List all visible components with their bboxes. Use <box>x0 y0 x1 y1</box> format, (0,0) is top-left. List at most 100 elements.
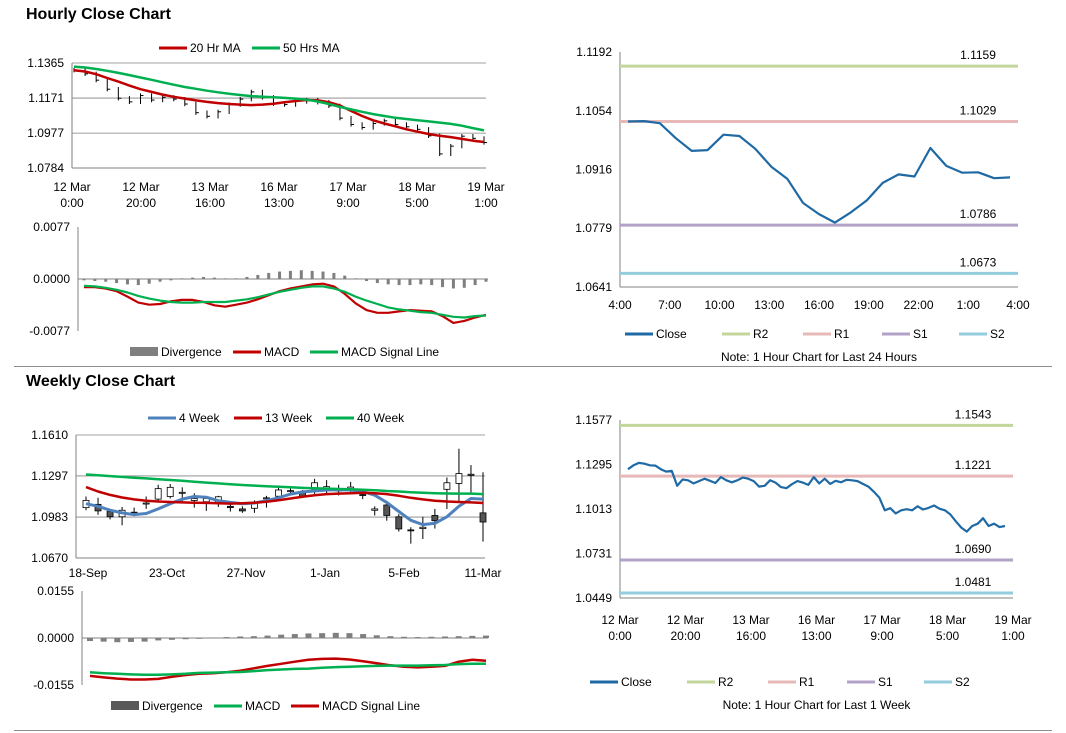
x-tick-label: 16 Mar <box>260 180 297 194</box>
x-tick-label: 12 Mar <box>667 613 704 627</box>
candle-body <box>383 504 391 516</box>
candle-body <box>178 491 186 494</box>
x-tick-label: 16:00 <box>736 629 766 643</box>
y-tick-label: 1.1171 <box>28 91 64 105</box>
ma-4-week-line <box>85 488 484 527</box>
chart-note: Note: 1 Hour Chart for Last 1 Week <box>723 698 912 712</box>
divergence-bar <box>419 279 423 285</box>
divergence-bar <box>373 635 380 638</box>
divergence-bar <box>332 632 339 638</box>
x-tick-label: 1:00 <box>474 196 498 210</box>
x-tick-label: 12 Mar <box>122 180 159 194</box>
y-tick-label: 1.1192 <box>576 45 612 59</box>
x-tick-label: 1-Jan <box>310 566 340 580</box>
candle-body <box>419 526 427 529</box>
x-tick-label: 18 Mar <box>398 180 435 194</box>
divergence-bar <box>343 275 347 279</box>
x-tick-label: 12 Mar <box>601 613 638 627</box>
x-tick-label: 0:00 <box>608 629 632 643</box>
x-tick-label: 16 Mar <box>798 613 835 627</box>
x-tick-label: 5-Feb <box>388 566 420 580</box>
ma-40-week-line <box>85 473 484 496</box>
divergence-bar <box>202 276 206 279</box>
x-tick-label: 0:00 <box>60 196 84 210</box>
pivot-value-r2: 1.1543 <box>955 407 992 421</box>
y-tick-label: 0.0000 <box>37 631 74 645</box>
candle-body <box>455 473 463 484</box>
y-tick-label: -0.0155 <box>33 678 74 692</box>
divergence-bar <box>147 279 151 284</box>
legend-label-s1: S1 <box>913 327 928 341</box>
legend-label-macd-signal-line: MACD Signal Line <box>322 699 420 713</box>
hourly-pivot-chart: 1.1192 1.1054 1.0916 1.0779 1.0641 1.1159 1.10… <box>575 45 1030 364</box>
divergence-bar <box>386 279 390 285</box>
divergence-bar <box>462 279 466 288</box>
x-tick-label: 1:00 <box>957 298 981 312</box>
divergence-bar <box>299 270 303 279</box>
divergence-bar <box>430 279 434 286</box>
divergence-bar <box>234 278 238 280</box>
candle-body <box>467 473 475 476</box>
x-tick-label: 17 Mar <box>329 180 366 194</box>
y-tick-label: 1.0983 <box>31 510 68 524</box>
divergence-bar <box>212 277 216 279</box>
candle-body <box>395 516 403 530</box>
x-tick-label: 11-Mar <box>464 566 501 580</box>
candle-body <box>154 488 162 500</box>
divergence-bar <box>291 634 298 638</box>
divergence-bar <box>321 271 325 279</box>
legend-label-13-week: 13 Week <box>265 411 313 425</box>
y-tick-label: 1.0731 <box>575 547 612 561</box>
divergence-bar <box>305 633 312 638</box>
divergence-bar <box>82 279 86 281</box>
candle-body <box>275 489 282 497</box>
divergence-bar <box>332 272 336 279</box>
candle-body <box>190 498 198 501</box>
close-line <box>627 119 1011 224</box>
x-tick-label: 27-Nov <box>227 566 266 580</box>
y-tick-label: 1.0670 <box>31 551 68 565</box>
divergence-bar <box>127 638 134 642</box>
divergence-bar <box>319 633 326 638</box>
ma20-line <box>73 68 485 144</box>
divergence-bar <box>115 279 119 284</box>
divergence-bar <box>250 636 257 638</box>
hourly-macd-chart: 0.0077 0.0000 -0.0077 Divergence MACD MACD Si… <box>29 220 488 359</box>
divergence-bar <box>87 638 93 642</box>
x-tick-label: 12 Mar <box>53 180 90 194</box>
legend-label-4-week: 4 Week <box>179 411 220 425</box>
legend-label-s1: S1 <box>878 675 893 689</box>
hourly-section-title: Hourly Close Chart <box>26 6 171 23</box>
divergence-bar <box>310 270 314 279</box>
chart-note: Note: 1 Hour Chart for Last 24 Hours <box>721 350 917 364</box>
candle-body <box>263 497 270 500</box>
divergence-bar <box>288 270 292 279</box>
candle-body <box>106 511 114 518</box>
x-tick-label: 13:00 <box>801 629 831 643</box>
pivot-value-s2: 1.0673 <box>960 255 997 269</box>
divergence-bar <box>125 279 129 285</box>
ma50-line <box>73 65 485 132</box>
legend-label-r2: R2 <box>753 327 769 341</box>
divergence-bar <box>469 635 476 638</box>
x-tick-label: 5:00 <box>405 196 429 210</box>
macd-line <box>89 662 486 676</box>
candle-body <box>287 490 294 493</box>
hourly-price-chart: 1.1365 1.1171 1.0977 1.0784 12 Mar 0:00 12 Mar… <box>27 41 504 210</box>
x-tick-label: 16:00 <box>195 196 225 210</box>
divergence-bar <box>484 279 488 282</box>
pivot-value-r1: 1.1029 <box>960 104 997 118</box>
legend-label-s2: S2 <box>955 675 970 689</box>
divergence-bar <box>451 279 455 289</box>
legend-label-divergence: Divergence <box>161 345 222 359</box>
x-tick-label: 13 Mar <box>191 180 228 194</box>
x-tick-label: 18-Sep <box>69 566 108 580</box>
divergence-bar <box>182 638 189 640</box>
x-tick-label: 19:00 <box>854 298 884 312</box>
divergence-bar <box>442 636 449 638</box>
macd-signal-line <box>83 284 487 319</box>
candle-body <box>166 486 174 497</box>
y-tick-label: 1.0779 <box>575 221 612 235</box>
x-tick-label: 13 Mar <box>732 613 769 627</box>
legend-label-50-hrs-ma: 50 Hrs MA <box>283 41 340 55</box>
